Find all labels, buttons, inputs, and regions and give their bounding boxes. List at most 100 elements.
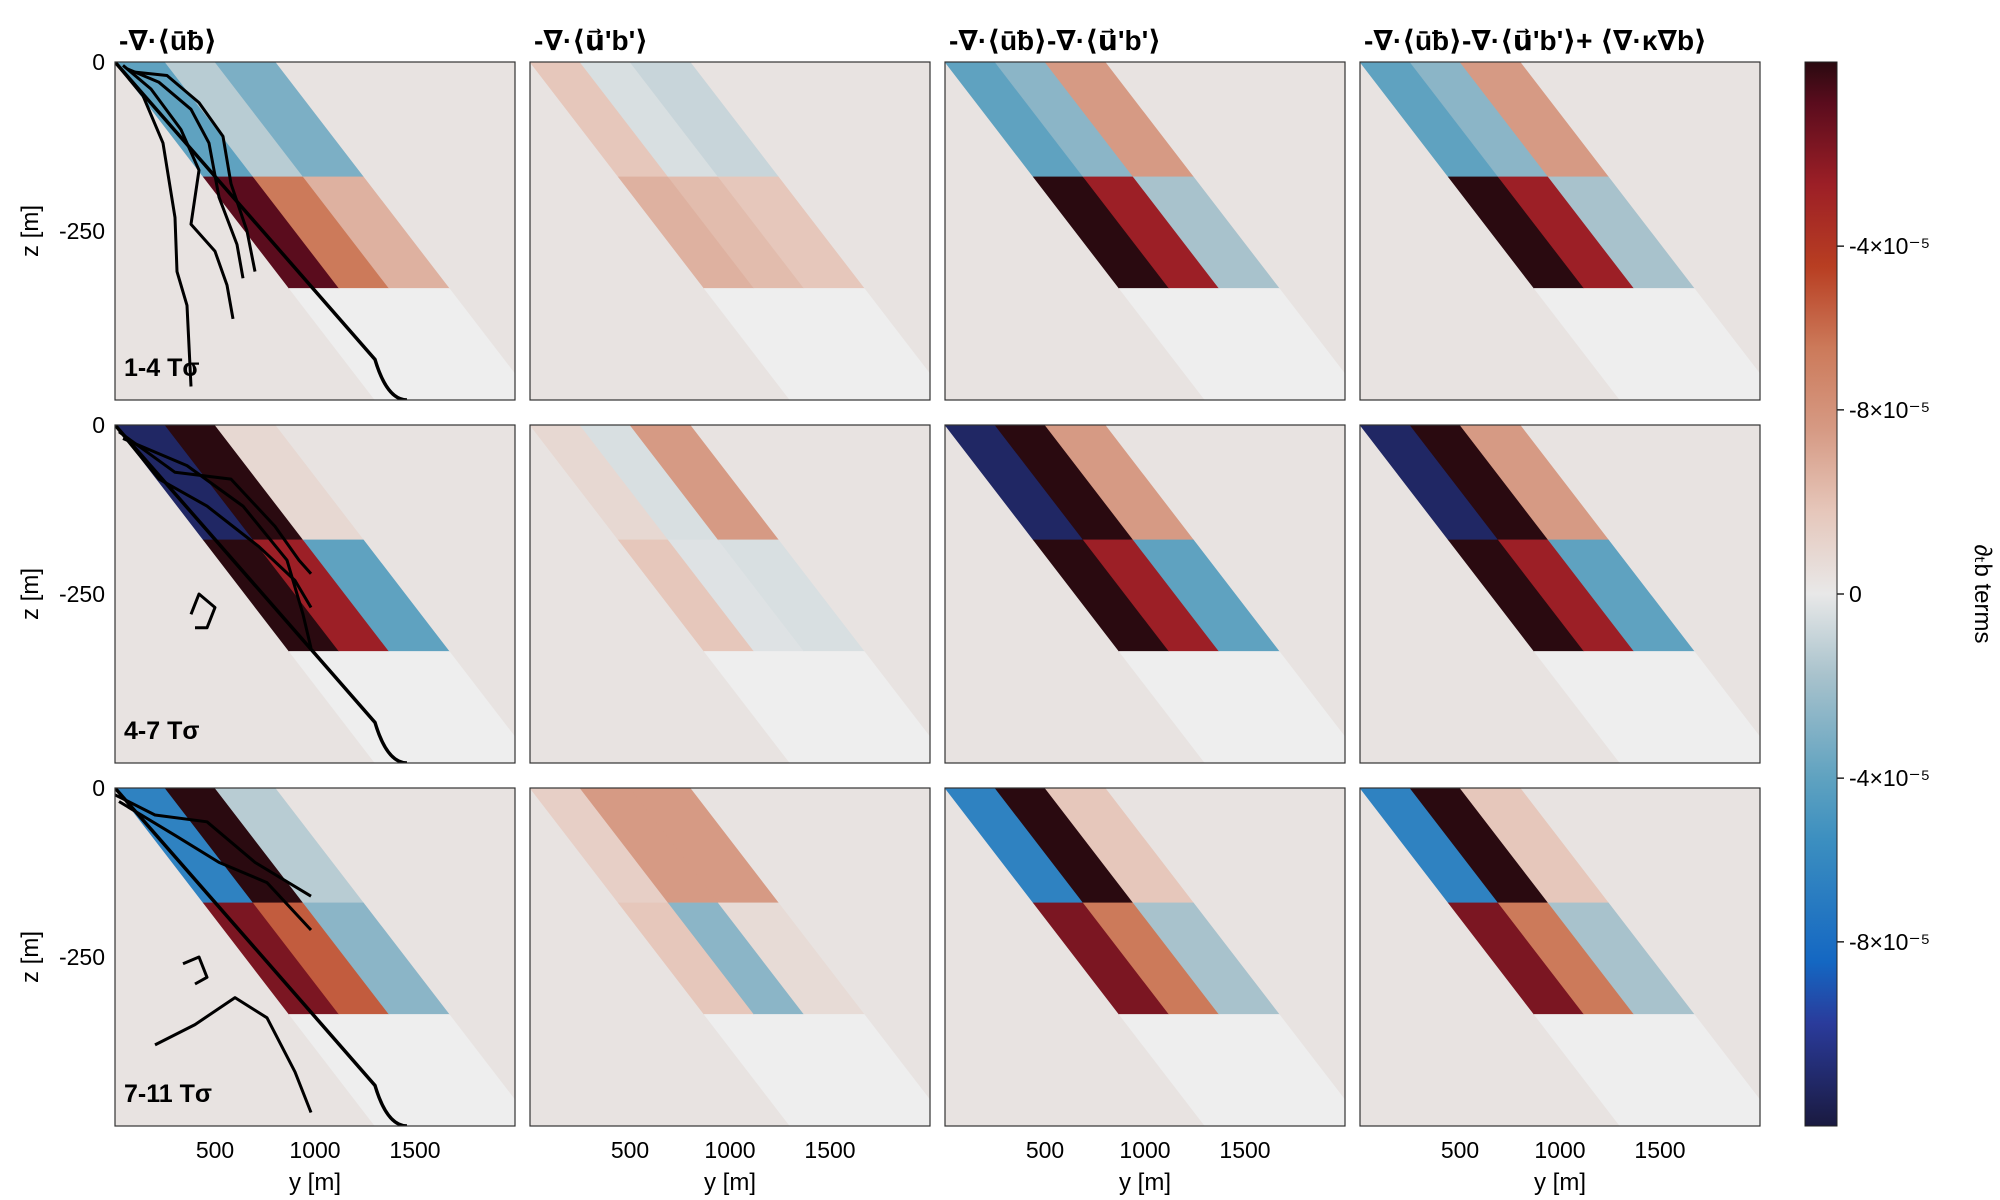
heatmap-cell [803, 288, 930, 400]
panel-frame [529, 787, 931, 1127]
heatmap-cell [803, 1014, 930, 1126]
x-tick-label: 1000 [289, 1137, 340, 1163]
row-label: 1-4 Tσ [124, 354, 199, 382]
y-tick-label: -250 [59, 218, 105, 244]
x-tick-label: 1500 [1219, 1137, 1270, 1163]
heatmap-cell [703, 651, 841, 763]
heatmap-cell [1583, 288, 1721, 400]
x-axis-label: y [m] [704, 1169, 756, 1196]
y-tick-label: 0 [92, 412, 105, 438]
y-axis-label: z [m] [17, 568, 44, 620]
panel-heatmap [945, 425, 1345, 763]
contour-line [182, 955, 209, 986]
panel-heatmap [1360, 425, 1760, 763]
colorbar: -4×10⁻⁵ -8×10⁻⁵ 0 -4×10⁻⁵ -8×10⁻⁵ ∂ₜb terms [1804, 61, 1996, 1127]
colorbar-tick-label: -8×10⁻⁵ [1849, 397, 1930, 423]
heatmap-cell [1633, 651, 1760, 763]
panel-heatmap [945, 788, 1345, 1126]
panel-heatmap [115, 425, 515, 763]
panel-r1-c4 [1359, 61, 1761, 401]
x-tick-label: 1500 [389, 1137, 440, 1163]
panels-layer [114, 61, 1761, 1127]
heatmap-cell [1168, 651, 1306, 763]
panel-frame [529, 424, 931, 764]
heatmap-cell [388, 1014, 515, 1126]
heatmap-cell [1533, 1014, 1671, 1126]
panel-r3-c1 [114, 787, 516, 1127]
heatmap-cell [703, 1014, 841, 1126]
y-tick-label: -250 [59, 581, 105, 607]
heatmap-cell [1218, 651, 1345, 763]
panel-r3-c4 [1359, 787, 1761, 1127]
x-axis-label: y [m] [289, 1169, 341, 1196]
heatmap-cell [388, 288, 515, 400]
panel-heatmap [115, 62, 515, 400]
panel-r1-c2 [529, 61, 931, 401]
panel-heatmap [1360, 788, 1760, 1126]
x-tick-label: 1000 [1534, 1137, 1585, 1163]
contour-line [122, 437, 313, 649]
panel-heatmap [530, 788, 930, 1126]
x-tick-label: 1000 [1119, 1137, 1170, 1163]
contour-line [122, 64, 235, 320]
panel-frame [1359, 787, 1761, 1127]
heatmap-cell [753, 651, 891, 763]
heatmap-cell [1583, 1014, 1721, 1126]
colorbar-tick-label: -8×10⁻⁵ [1849, 929, 1930, 955]
heatmap-cell [288, 288, 426, 400]
y-axis-label: z [m] [17, 931, 44, 983]
heatmap-cell [1118, 288, 1256, 400]
column-title: -∇·⟨ūƀ⟩ [119, 25, 217, 56]
heatmap-cell [1633, 1014, 1760, 1126]
heatmap-cell [753, 288, 891, 400]
panel-frame [114, 61, 516, 401]
heatmap-cell [1533, 651, 1671, 763]
contour-line [118, 800, 313, 932]
x-tick-label: 1500 [1634, 1137, 1685, 1163]
colorbar-label: ∂ₜb terms [1969, 545, 1996, 644]
contour-line [115, 793, 312, 898]
x-tick-label: 1500 [804, 1137, 855, 1163]
colorbar-tick-label: -4×10⁻⁵ [1849, 233, 1930, 259]
heatmap-cell [1533, 288, 1671, 400]
x-tick-label: 500 [196, 1137, 234, 1163]
y-axis-label: z [m] [17, 205, 44, 257]
panel-r1-c1 [114, 61, 516, 401]
contour-line [134, 70, 257, 272]
colorbar-tick-label: -4×10⁻⁵ [1849, 765, 1930, 791]
heatmap-cell [1583, 651, 1721, 763]
contour-line [154, 996, 313, 1114]
column-title: -∇·⟨ūƀ⟩-∇·⟨u⃗'b'⟩+ ⟨∇·κ∇b⟩ [1364, 25, 1707, 56]
heatmap-cell [753, 1014, 891, 1126]
panel-r1-c3 [944, 61, 1346, 401]
heatmap-cell [1633, 288, 1760, 400]
row-label: 7-11 Tσ [124, 1080, 212, 1108]
heatmap-cell [288, 1014, 426, 1126]
heatmap-cell [1168, 1014, 1306, 1126]
panel-r3-c2 [529, 787, 931, 1127]
column-title: -∇·⟨u⃗'b'⟩ [534, 25, 648, 56]
colorbar-tick-label: 0 [1849, 581, 1862, 607]
panel-frame [944, 787, 1346, 1127]
panel-heatmap [1360, 62, 1760, 400]
contour-line [115, 425, 313, 609]
colorbar-gradient [1804, 61, 1838, 1127]
heatmap-cell [703, 288, 841, 400]
panel-frame [114, 424, 516, 764]
axes-text-layer: 0 -250 z [m] 1-4 Tσ -∇·⟨ūƀ⟩ -∇·⟨u⃗'b'⟩ -∇·⟨ūƀ⟩… [17, 25, 1707, 1196]
colorbar-ticks: -4×10⁻⁵ -8×10⁻⁵ 0 -4×10⁻⁵ -8×10⁻⁵ [1837, 233, 1930, 955]
panel-r2-c2 [529, 424, 931, 764]
contour-line [189, 592, 217, 630]
x-tick-label: 500 [1026, 1137, 1064, 1163]
panel-r2-c1 [114, 424, 516, 764]
contour-line [118, 430, 313, 575]
panel-heatmap [945, 62, 1345, 400]
heatmap-cell [1218, 1014, 1345, 1126]
panel-heatmap [115, 788, 515, 1126]
heatmap-cell [338, 288, 476, 400]
x-tick-label: 1000 [704, 1137, 755, 1163]
heatmap-cell [338, 651, 476, 763]
heatmap-cell [1218, 288, 1345, 400]
heatmap-cell [1118, 1014, 1256, 1126]
